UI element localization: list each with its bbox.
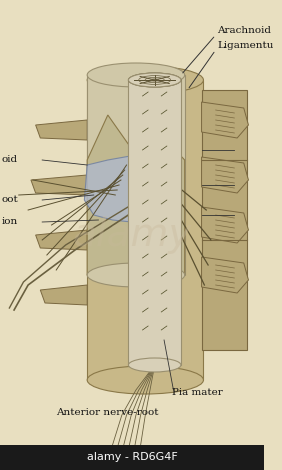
Ellipse shape	[128, 358, 181, 372]
Text: oid: oid	[2, 155, 18, 164]
Polygon shape	[36, 120, 87, 140]
Polygon shape	[87, 115, 185, 287]
Polygon shape	[202, 102, 248, 138]
Ellipse shape	[87, 263, 185, 287]
Text: Ligamentu: Ligamentu	[217, 41, 274, 50]
Ellipse shape	[128, 73, 181, 87]
Text: Pia mater: Pia mater	[171, 388, 222, 397]
Ellipse shape	[87, 63, 185, 87]
Ellipse shape	[87, 66, 203, 94]
Text: Arachnoid: Arachnoid	[217, 26, 272, 35]
Text: alamy - RD6G4F: alamy - RD6G4F	[87, 453, 178, 462]
Polygon shape	[87, 80, 203, 380]
Polygon shape	[31, 175, 87, 195]
Bar	[202, 90, 246, 350]
Ellipse shape	[87, 366, 203, 394]
Polygon shape	[128, 80, 181, 365]
Text: Anterior nerve-root: Anterior nerve-root	[57, 408, 159, 417]
Polygon shape	[202, 157, 248, 193]
Text: ion: ion	[2, 217, 18, 226]
Polygon shape	[40, 285, 87, 305]
Polygon shape	[84, 155, 158, 222]
Polygon shape	[202, 207, 248, 243]
Polygon shape	[202, 257, 248, 293]
Text: alamy: alamy	[72, 216, 192, 254]
Ellipse shape	[128, 73, 181, 87]
Text: oot: oot	[2, 195, 19, 204]
Polygon shape	[87, 75, 185, 275]
Polygon shape	[36, 230, 87, 250]
Bar	[0, 445, 265, 470]
